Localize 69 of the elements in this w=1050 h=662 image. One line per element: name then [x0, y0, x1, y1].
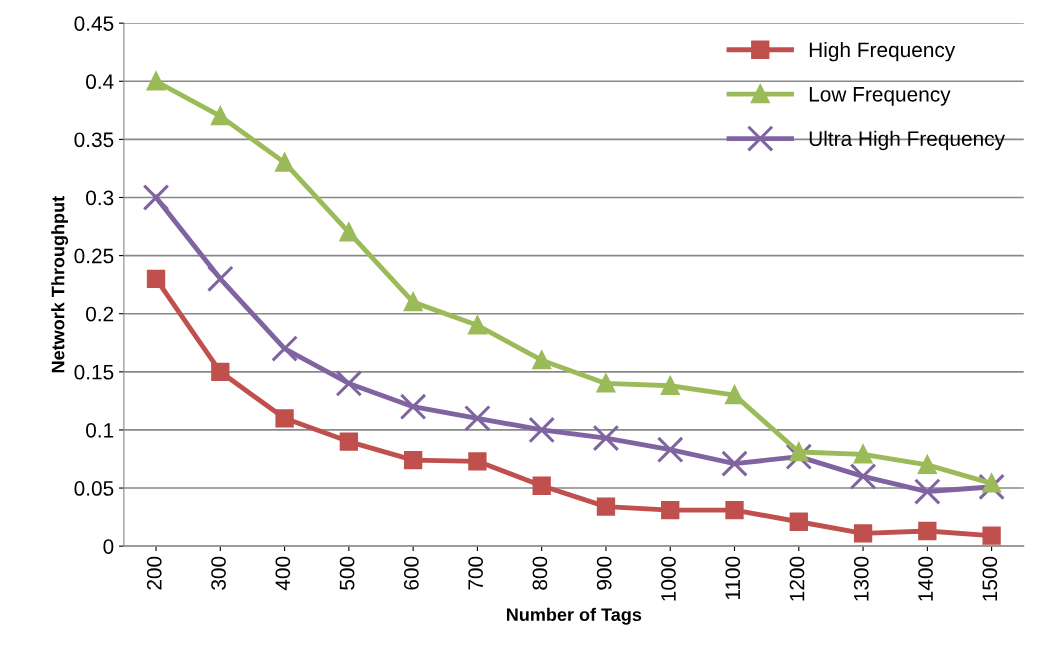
point: [339, 223, 359, 242]
point: [339, 432, 359, 451]
x-tick-label: 800: [532, 556, 548, 590]
x-tick-label: 300: [211, 556, 226, 590]
point: [721, 450, 748, 477]
x-tick-label: 1500: [982, 556, 998, 601]
y-tick-label: 0: [103, 539, 114, 554]
legend-label: Ultra High Frequency: [809, 130, 1005, 151]
y-tick-label: 0.4: [86, 74, 114, 90]
point: [271, 335, 298, 362]
point: [596, 374, 616, 393]
point: [725, 385, 744, 405]
y-tick-label: 0.2: [86, 306, 114, 322]
x-tick-label: 600: [403, 556, 419, 590]
point: [982, 474, 1001, 493]
point: [853, 445, 873, 464]
legend-label: Low Frequency: [809, 87, 951, 106]
point: [468, 316, 487, 335]
y-tick-label: 0.25: [74, 248, 114, 264]
point: [142, 184, 170, 211]
x-tick-label: 500: [339, 556, 355, 590]
point: [849, 463, 877, 490]
y-tick-label: 0.15: [74, 364, 114, 380]
point: [532, 351, 551, 370]
y-tick-label: 0.45: [74, 16, 114, 31]
point: [596, 497, 616, 516]
point: [275, 153, 294, 172]
point: [206, 265, 234, 293]
x-tick-label: 400: [275, 556, 291, 591]
point: [211, 362, 230, 381]
point: [914, 478, 941, 505]
x-tick-label: 700: [468, 556, 483, 590]
point: [918, 455, 937, 474]
point: [403, 450, 423, 470]
point: [532, 476, 551, 495]
y-tick-label: 0.3: [86, 190, 114, 206]
point: [661, 500, 680, 520]
point: [592, 424, 620, 452]
point: [211, 106, 230, 126]
y-axis-title: Network Throughput: [51, 196, 69, 373]
legend-label: High Frequency: [809, 41, 956, 62]
x-axis-title: Number of Tags: [506, 607, 642, 625]
point: [464, 404, 491, 432]
point: [661, 376, 680, 395]
x-tick-label: 1200: [789, 556, 805, 601]
point: [275, 409, 294, 428]
y-tick-label: 0.35: [74, 132, 114, 148]
point: [399, 393, 427, 421]
point: [146, 269, 166, 289]
point: [789, 512, 808, 531]
point: [725, 500, 744, 520]
x-tick-label: 1100: [725, 556, 741, 600]
point: [656, 436, 684, 464]
point: [146, 72, 166, 91]
x-tick-label: 900: [596, 556, 612, 590]
point: [468, 452, 487, 471]
y-tick-label: 0.05: [74, 481, 114, 496]
point: [403, 292, 423, 312]
x-tick-label: 1300: [853, 556, 869, 601]
point: [918, 521, 937, 541]
y-tick-label: 0.1: [86, 422, 114, 438]
x-tick-label: 1000: [661, 556, 676, 601]
point: [335, 370, 363, 397]
point: [528, 416, 556, 444]
point: [789, 442, 808, 462]
point: [982, 526, 1001, 545]
x-tick-label: 1400: [918, 556, 933, 601]
x-tick-label: 200: [146, 556, 162, 590]
point: [853, 524, 873, 543]
